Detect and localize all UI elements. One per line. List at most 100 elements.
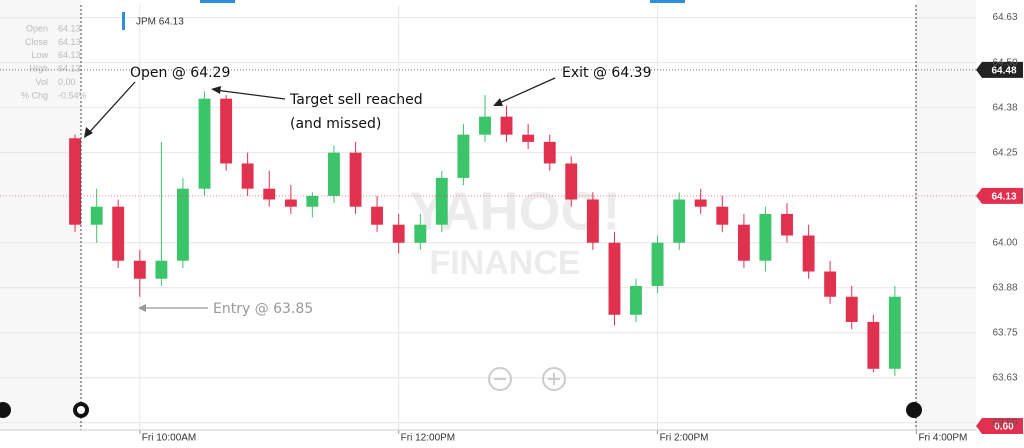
candle-body [543, 141, 556, 164]
candle-body [414, 224, 427, 243]
arrow [85, 81, 136, 137]
annotation: Target sell reached [289, 92, 423, 108]
candle-body [824, 271, 837, 297]
annotation-arrows [85, 77, 556, 137]
candle [586, 192, 599, 250]
candle [414, 213, 427, 250]
candles [69, 91, 901, 376]
price-tag [976, 187, 1023, 204]
info-value: 64.13 [58, 64, 81, 74]
candle-body [349, 152, 362, 207]
x-tick-label: Fri 4:00PM [918, 433, 967, 444]
arrow-head [493, 98, 503, 106]
candle-body [673, 199, 686, 243]
candle [737, 213, 750, 268]
y-tick-label: 64.00 [992, 237, 1017, 248]
candle-body [867, 321, 880, 369]
x-tick-label: Fri 2:00PM [660, 433, 709, 444]
info-label: Close [25, 37, 48, 47]
candle-body [716, 206, 729, 225]
candle-body [586, 199, 599, 243]
candle [694, 188, 707, 214]
candle-body [112, 206, 125, 261]
candle [306, 192, 319, 218]
annotation: Open @ 64.29 [130, 65, 230, 81]
candle [479, 95, 491, 142]
annotation: (and missed) [290, 116, 381, 132]
info-panel: Open 64.13 Close 64.13 Low 64.13 High 64.13 Vol 0… [21, 23, 87, 100]
candle [759, 206, 772, 272]
candle-body [241, 163, 254, 189]
price-tag [976, 61, 1023, 78]
candle [112, 199, 125, 268]
price-tags: 64.48 64.13 0.00 [0, 61, 1023, 434]
candle-body [479, 116, 491, 135]
candle-body [781, 213, 793, 236]
annotation: Entry @ 63.85 [213, 301, 313, 317]
candle [522, 123, 535, 150]
info-value: 64.13 [58, 50, 81, 60]
candle [630, 278, 642, 322]
candle-body [457, 134, 470, 178]
zoom-out-button[interactable] [488, 367, 512, 391]
annotation: Exit @ 64.39 [562, 65, 652, 81]
arrow-head [138, 304, 146, 312]
candle [284, 185, 297, 214]
arrow-head [84, 127, 93, 138]
event-marker-inner [77, 406, 85, 414]
candle-body [759, 213, 772, 261]
candle [500, 105, 513, 142]
candle-body [176, 188, 189, 261]
info-value: -0.54% [58, 90, 87, 100]
candle [349, 141, 362, 214]
watermark: FINANCE [429, 244, 580, 282]
candle [198, 91, 211, 196]
candle-body [802, 235, 815, 272]
candle-body [737, 224, 750, 261]
candle [824, 260, 837, 304]
x-tick-label: Fri 12:00PM [401, 433, 455, 444]
candle-body [845, 296, 858, 322]
y-tick-label: 64.38 [992, 102, 1017, 113]
candle [845, 285, 858, 330]
info-value: 0.00 [58, 77, 76, 87]
price-tag-label: 64.13 [991, 192, 1016, 203]
candle [90, 188, 103, 243]
candle-body [263, 188, 276, 200]
candle [673, 192, 686, 250]
pre-market-shade [0, 0, 81, 430]
candle [716, 195, 729, 232]
candle [867, 314, 880, 373]
event-marker[interactable] [0, 402, 11, 418]
info-label: Vol [35, 77, 48, 87]
event-marker[interactable] [906, 402, 922, 418]
candle [802, 224, 815, 279]
candle [241, 152, 254, 196]
price-tag-label: 64.48 [991, 65, 1016, 76]
candle [781, 203, 793, 243]
candle-body [328, 152, 340, 196]
candle [371, 195, 384, 232]
arrow [496, 77, 556, 105]
info-value: 64.13 [58, 37, 81, 47]
symbol-marker [122, 12, 125, 30]
y-tick-label: 63.50 [992, 417, 1017, 428]
candle-body [565, 163, 578, 200]
volume-tag-label: 0.00 [994, 422, 1014, 433]
candle [888, 285, 901, 376]
top-tab [200, 0, 235, 3]
info-label: % Chg [21, 90, 48, 100]
candle-body [220, 98, 233, 164]
candle [543, 134, 556, 171]
candle-body [435, 177, 448, 225]
candle-body [69, 138, 82, 225]
candle-body [284, 199, 297, 207]
candle [220, 95, 233, 171]
info-label: High [29, 64, 48, 74]
y-tick-label: 63.63 [992, 372, 1017, 383]
candle-body [522, 134, 535, 142]
info-label: Low [31, 50, 48, 60]
candle [608, 231, 621, 326]
zoom-in-button[interactable] [542, 367, 566, 391]
